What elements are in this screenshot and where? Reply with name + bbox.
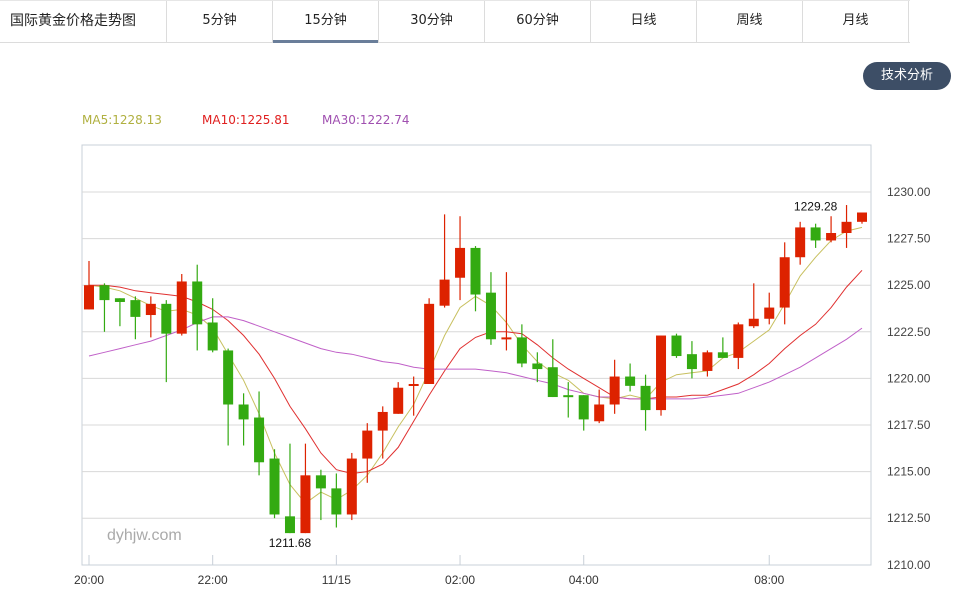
ma30-legend: MA30:1222.74 (322, 113, 410, 127)
candle-down[interactable] (810, 227, 821, 241)
candle-up[interactable] (656, 335, 667, 411)
candle-down[interactable] (284, 516, 295, 534)
page-title: 国际黄金价格走势图 (0, 1, 167, 42)
candle-down[interactable] (269, 458, 280, 515)
tab-daily[interactable]: 日线 (591, 1, 697, 42)
ma10-legend: MA10:1225.81 (202, 113, 290, 127)
candle-down[interactable] (223, 350, 234, 405)
tab-30min[interactable]: 30分钟 (379, 1, 485, 42)
candle-down[interactable] (625, 376, 636, 386)
ma30-line (88, 316, 863, 400)
candle-down[interactable] (717, 352, 728, 358)
candle-down[interactable] (315, 475, 326, 489)
y-tick-label: 1225.00 (887, 278, 931, 292)
y-tick-label: 1227.50 (887, 232, 931, 246)
candle-up[interactable] (424, 303, 435, 384)
candle-down[interactable] (130, 300, 141, 317)
candle-up[interactable] (346, 458, 357, 515)
candle-up[interactable] (764, 307, 775, 319)
max-price-label: 1229.28 (794, 200, 838, 214)
candle-up[interactable] (377, 411, 388, 431)
y-tick-label: 1215.00 (887, 465, 931, 479)
candle-down[interactable] (563, 395, 574, 398)
candle-up[interactable] (594, 404, 605, 422)
candle-down[interactable] (547, 367, 558, 398)
candle-down[interactable] (671, 335, 682, 357)
candle-down[interactable] (485, 292, 496, 340)
technical-analysis-button[interactable]: 技术分析 (863, 62, 951, 90)
y-tick-label: 1217.50 (887, 418, 931, 432)
candle-up[interactable] (300, 475, 311, 534)
candle-up[interactable] (826, 233, 837, 241)
x-tick-label: 11/15 (322, 573, 351, 587)
tab-monthly[interactable]: 月线 (803, 1, 909, 42)
x-tick-label: 22:00 (198, 573, 228, 587)
tab-weekly[interactable]: 周线 (697, 1, 803, 42)
candle-down[interactable] (516, 337, 527, 364)
ma10-line (89, 269, 863, 475)
candle-down[interactable] (238, 404, 249, 420)
candle-down[interactable] (192, 281, 203, 325)
candle-down[interactable] (99, 285, 110, 301)
y-tick-label: 1212.50 (887, 511, 931, 525)
candle-down[interactable] (640, 385, 651, 411)
candle-down[interactable] (470, 247, 481, 295)
tab-15min[interactable]: 15分钟 (273, 1, 379, 43)
y-tick-label: 1230.00 (887, 185, 931, 199)
candle-down[interactable] (254, 417, 265, 463)
candle-up[interactable] (702, 352, 713, 371)
tab-5min[interactable]: 5分钟 (167, 1, 273, 42)
candle-down[interactable] (532, 363, 543, 370)
y-tick-label: 1220.00 (887, 371, 931, 385)
x-tick-label: 04:00 (569, 573, 599, 587)
y-tick-label: 1210.00 (887, 558, 931, 572)
candle-down[interactable] (161, 303, 172, 334)
candle-up[interactable] (733, 324, 744, 358)
ma5-legend: MA5:1228.13 (82, 113, 162, 127)
plot-area (81, 144, 872, 566)
candle-up[interactable] (145, 303, 156, 316)
candle-up[interactable] (609, 376, 620, 405)
candle-down[interactable] (114, 298, 125, 302)
period-tab-bar: 国际黄金价格走势图 5分钟 15分钟 30分钟 60分钟 日线 周线 月线 (0, 0, 910, 43)
watermark: dyhjw.com (107, 527, 182, 544)
candle-down[interactable] (331, 488, 342, 515)
candle-down[interactable] (578, 395, 589, 420)
candle-down[interactable] (207, 322, 218, 351)
candle-up[interactable] (176, 281, 187, 334)
candle-up[interactable] (795, 227, 806, 258)
tab-60min[interactable]: 60分钟 (485, 1, 591, 42)
y-tick-label: 1222.50 (887, 325, 931, 339)
x-tick-label: 02:00 (445, 573, 475, 587)
candle-up[interactable] (408, 383, 419, 386)
candle-down[interactable] (686, 354, 697, 370)
x-tick-label: 20:00 (74, 573, 104, 587)
candle-up[interactable] (439, 279, 450, 306)
candle-up[interactable] (362, 430, 373, 459)
candle-up[interactable] (779, 257, 790, 308)
candle-up[interactable] (501, 337, 512, 340)
candle-up[interactable] (455, 247, 466, 278)
candle-up[interactable] (84, 285, 94, 310)
x-tick-label: 08:00 (754, 573, 784, 587)
candle-up[interactable] (857, 212, 867, 222)
candle-up[interactable] (393, 387, 404, 414)
candle-up[interactable] (748, 318, 759, 327)
min-price-label: 1211.68 (269, 536, 312, 550)
candle-up[interactable] (841, 221, 852, 234)
